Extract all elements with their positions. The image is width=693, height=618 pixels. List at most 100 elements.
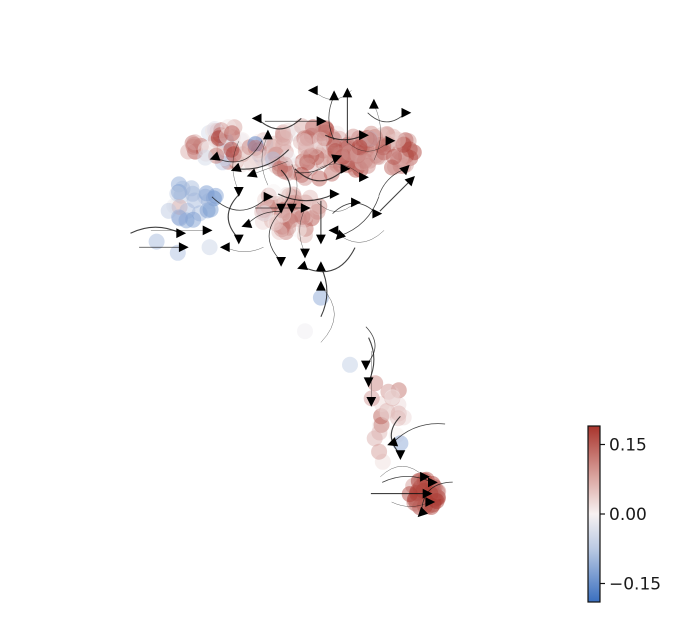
- scatter-point: [373, 416, 390, 433]
- velocity-arrowhead: [368, 98, 379, 109]
- scatter-point: [340, 143, 357, 160]
- scatter-point: [207, 122, 224, 139]
- scatter-point: [392, 149, 409, 166]
- scatter-point: [297, 211, 313, 228]
- velocity-arrowhead: [230, 162, 242, 172]
- velocity-arrowhead: [329, 90, 340, 101]
- scatter-point: [297, 142, 314, 159]
- velocity-arrowhead: [425, 497, 436, 507]
- velocity-arrowhead: [202, 225, 213, 236]
- scatter-point: [396, 136, 413, 153]
- velocity-arrowhead: [276, 203, 287, 214]
- scatter-point: [339, 140, 356, 156]
- scatter-point: [297, 323, 313, 340]
- scatter-point: [353, 139, 370, 156]
- scatter-point: [260, 198, 276, 215]
- scatter-point: [184, 135, 201, 152]
- scatter-point: [376, 144, 392, 161]
- scatter-point: [248, 144, 265, 161]
- scatter-point: [171, 199, 188, 215]
- scatter-point: [379, 402, 395, 419]
- scatter-point: [234, 132, 251, 149]
- scatter-point: [186, 192, 203, 209]
- scatter-point: [160, 202, 177, 219]
- scatter-point: [227, 139, 244, 156]
- velocity-arrowhead: [300, 248, 310, 259]
- scatter-point: [171, 209, 187, 226]
- scatter-point: [206, 121, 223, 137]
- scatter-point: [169, 185, 186, 202]
- velocity-arrowhead: [297, 260, 309, 270]
- scatter-point: [226, 119, 243, 136]
- scatter-point: [185, 211, 202, 228]
- scatter-point: [314, 121, 330, 138]
- scatter-point: [317, 120, 334, 137]
- scatter-point: [428, 493, 445, 510]
- streamline: [307, 163, 364, 178]
- velocity-arrowhead: [176, 228, 187, 239]
- scatter-point: [371, 417, 388, 434]
- scatter-point: [274, 207, 291, 224]
- scatter-point: [371, 443, 388, 460]
- scatter-point: [228, 151, 245, 168]
- scatter-point: [266, 135, 283, 152]
- velocity-arrowhead: [241, 218, 253, 228]
- scatter-point: [220, 119, 237, 135]
- velocity-arrowhead: [233, 234, 244, 245]
- plot-area: [130, 85, 453, 518]
- scatter-point: [192, 137, 209, 154]
- velocity-arrowhead: [428, 477, 438, 488]
- scatter-point: [250, 142, 267, 159]
- scatter-point: [341, 145, 358, 161]
- scatter-point: [257, 150, 274, 167]
- scatter-point: [201, 125, 217, 141]
- scatter-point: [338, 149, 355, 165]
- scatter-point: [384, 389, 401, 406]
- velocity-arrowhead: [246, 168, 258, 178]
- scatter-point: [371, 148, 388, 165]
- scatter-point: [249, 136, 266, 153]
- scatter-point: [313, 125, 330, 142]
- velocity-arrowhead: [276, 257, 287, 267]
- streamline: [373, 104, 381, 161]
- scatter-point: [356, 152, 373, 169]
- scatter-point: [275, 206, 292, 223]
- scatter-point: [166, 198, 183, 214]
- scatter-point: [296, 130, 313, 147]
- scatter-point: [276, 163, 293, 180]
- scatter-point: [209, 131, 226, 147]
- scatter-point: [300, 130, 317, 147]
- scatter-point: [212, 127, 229, 144]
- scatter-point: [287, 164, 304, 181]
- scatter-point: [337, 136, 354, 153]
- scatter-point: [223, 141, 240, 158]
- scatter-point: [299, 149, 316, 165]
- scatter-point: [294, 208, 311, 225]
- scatter-point: [197, 141, 214, 158]
- scatter-point: [342, 356, 358, 373]
- scatter-point: [275, 137, 292, 153]
- velocity-arrowhead: [209, 151, 221, 161]
- scatter-point: [413, 477, 430, 494]
- velocity-arrowhead: [363, 377, 374, 388]
- scatter-point: [248, 150, 265, 167]
- colorbar-ticks: 0.15 0.00 −0.15: [600, 436, 661, 595]
- scatter-point: [250, 133, 267, 150]
- scatter-point: [148, 233, 165, 250]
- velocity-arrowhead: [366, 397, 377, 407]
- scatter-point: [311, 138, 328, 155]
- scatter-point: [303, 210, 320, 227]
- scatter-point: [180, 143, 197, 160]
- scatter-point: [216, 141, 233, 158]
- scatter-point: [388, 427, 405, 444]
- scatter-point: [390, 396, 407, 413]
- scatter-point: [210, 130, 227, 147]
- scatter-point: [187, 143, 204, 160]
- scatter-point: [255, 201, 272, 218]
- scatter-point: [224, 125, 240, 142]
- scatter-point: [277, 224, 294, 240]
- scatter-point: [358, 142, 375, 159]
- scatter-point: [304, 146, 321, 163]
- scatter-point: [349, 147, 366, 164]
- scatter-point: [326, 138, 343, 155]
